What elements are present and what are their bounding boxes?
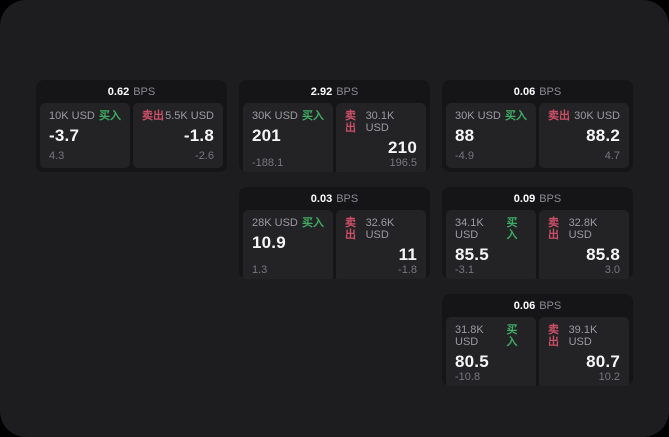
quote-panels: 30K USD 买入 201 -188.1 卖出 30.1K USD 210 1…	[239, 103, 430, 172]
bps-unit: BPS	[539, 299, 562, 312]
buy-amount: 30K USD	[252, 110, 298, 122]
sell-sub-value: 3.0	[604, 264, 620, 276]
sell-panel[interactable]: 卖出 30.1K USD 210 196.5	[336, 103, 426, 172]
sell-panel[interactable]: 卖出 32.6K USD 11 -1.8	[336, 210, 426, 279]
sell-amount: 39.1K USD	[568, 324, 598, 348]
sell-sub-value: -2.6	[195, 150, 214, 162]
sell-price: 85.8	[586, 245, 620, 264]
buy-label: 买入	[506, 324, 518, 348]
buy-price: 88	[455, 126, 475, 145]
quote-panels: 34.1K USD 买入 85.5 -3.1 卖出 32.8K USD 85.8…	[442, 210, 633, 279]
buy-sub-value: -10.8	[455, 371, 481, 383]
sell-amount: 32.6K USD	[365, 217, 395, 241]
bps-value: 0.06	[513, 299, 536, 312]
sell-price: 88.2	[586, 126, 620, 145]
sell-label: 卖出	[345, 110, 356, 134]
buy-price: -3.7	[49, 126, 80, 145]
sell-label: 卖出	[548, 324, 559, 348]
sell-sub-value: 196.5	[389, 157, 417, 169]
sell-sub-value: 10.2	[598, 371, 620, 383]
quote-card: 0.06 BPS 30K USD 买入 88 -4.9 卖出 30K USD	[442, 80, 633, 172]
sell-label: 卖出	[548, 110, 570, 122]
sell-label: 卖出	[345, 217, 356, 241]
sell-sub-value: 4.7	[604, 150, 620, 162]
card-header: 0.06 BPS	[442, 80, 633, 103]
quote-card: 0.03 BPS 28K USD 买入 10.9 1.3 卖出 32.6K US…	[239, 187, 430, 279]
quote-panels: 10K USD 买入 -3.7 4.3 卖出 5.5K USD -1.8 -2.…	[36, 103, 227, 172]
bps-unit: BPS	[539, 85, 562, 98]
buy-sub-value: 4.3	[49, 150, 65, 162]
buy-sub-value: -3.1	[455, 264, 474, 276]
buy-sub-value: 1.3	[252, 264, 268, 276]
buy-panel[interactable]: 34.1K USD 买入 85.5 -3.1	[446, 210, 536, 279]
cards-grid: 0.62 BPS 10K USD 买入 -3.7 4.3 卖出 5.5K USD	[36, 80, 633, 386]
sell-price: 80.7	[586, 352, 620, 371]
buy-amount: 10K USD	[49, 110, 95, 122]
buy-price: 80.5	[455, 352, 489, 371]
sell-panel[interactable]: 卖出 30K USD 88.2 4.7	[539, 103, 629, 168]
quote-panels: 28K USD 买入 10.9 1.3 卖出 32.6K USD 11 -1.8	[239, 210, 430, 279]
buy-amount: 31.8K USD	[455, 324, 484, 348]
buy-label: 买入	[302, 217, 324, 229]
sell-label: 卖出	[142, 110, 164, 122]
sell-amount: 30K USD	[574, 110, 620, 122]
buy-price: 201	[252, 126, 281, 145]
quote-card: 2.92 BPS 30K USD 买入 201 -188.1 卖出 30.1K …	[239, 80, 430, 172]
sell-panel[interactable]: 卖出 5.5K USD -1.8 -2.6	[133, 103, 223, 168]
sell-amount: 5.5K USD	[165, 110, 214, 122]
bps-unit: BPS	[336, 85, 359, 98]
bps-value: 0.09	[513, 192, 536, 205]
buy-label: 买入	[506, 217, 518, 241]
sell-panel[interactable]: 卖出 32.8K USD 85.8 3.0	[539, 210, 629, 279]
sell-price: 11	[398, 245, 417, 264]
quote-card: 0.09 BPS 34.1K USD 买入 85.5 -3.1 卖出 32.8K…	[442, 187, 633, 279]
card-header: 0.03 BPS	[239, 187, 430, 210]
buy-amount: 34.1K USD	[455, 217, 484, 241]
sell-price: 210	[388, 138, 417, 157]
buy-sub-value: -4.9	[455, 150, 474, 162]
buy-panel[interactable]: 30K USD 买入 201 -188.1	[243, 103, 333, 172]
card-header: 0.09 BPS	[442, 187, 633, 210]
buy-sub-value: -188.1	[252, 157, 284, 169]
sell-price: -1.8	[183, 126, 214, 145]
bps-value: 0.03	[310, 192, 333, 205]
quote-card: 0.06 BPS 31.8K USD 买入 80.5 -10.8 卖出 39.1…	[442, 294, 633, 386]
buy-panel[interactable]: 30K USD 买入 88 -4.9	[446, 103, 536, 168]
buy-label: 买入	[99, 110, 121, 122]
card-header: 0.62 BPS	[36, 80, 227, 103]
bps-value: 0.62	[107, 85, 130, 98]
buy-price: 85.5	[455, 245, 489, 264]
buy-panel[interactable]: 10K USD 买入 -3.7 4.3	[40, 103, 130, 168]
buy-label: 买入	[505, 110, 527, 122]
bps-unit: BPS	[133, 85, 156, 98]
buy-label: 买入	[302, 110, 324, 122]
sell-amount: 32.8K USD	[568, 217, 598, 241]
sell-amount: 30.1K USD	[365, 110, 395, 134]
bps-unit: BPS	[336, 192, 359, 205]
quote-panels: 30K USD 买入 88 -4.9 卖出 30K USD 88.2 4.7	[442, 103, 633, 172]
buy-panel[interactable]: 28K USD 买入 10.9 1.3	[243, 210, 333, 279]
quote-card: 0.62 BPS 10K USD 买入 -3.7 4.3 卖出 5.5K USD	[36, 80, 227, 172]
buy-amount: 30K USD	[455, 110, 501, 122]
buy-amount: 28K USD	[252, 217, 298, 229]
card-header: 0.06 BPS	[442, 294, 633, 317]
quote-panels: 31.8K USD 买入 80.5 -10.8 卖出 39.1K USD 80.…	[442, 317, 633, 386]
bps-value: 0.06	[513, 85, 536, 98]
sell-sub-value: -1.8	[398, 264, 417, 276]
sell-panel[interactable]: 卖出 39.1K USD 80.7 10.2	[539, 317, 629, 386]
buy-price: 10.9	[252, 233, 286, 252]
bps-unit: BPS	[539, 192, 562, 205]
sell-label: 卖出	[548, 217, 559, 241]
card-header: 2.92 BPS	[239, 80, 430, 103]
bps-value: 2.92	[310, 85, 333, 98]
buy-panel[interactable]: 31.8K USD 买入 80.5 -10.8	[446, 317, 536, 386]
